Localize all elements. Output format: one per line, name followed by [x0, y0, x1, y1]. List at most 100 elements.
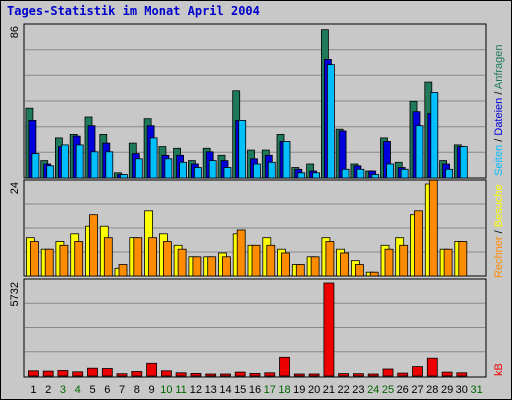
bar-kb-day-18 — [279, 356, 290, 377]
x-tick-label: 31 — [470, 384, 482, 396]
legend-dateien: Dateien — [493, 98, 505, 136]
bar-seiten-day-7 — [120, 174, 128, 179]
chart-title: Tages-Statistik im Monat April 2004 — [7, 4, 260, 18]
x-tick-label: 11 — [175, 384, 186, 396]
bar-seiten-day-27 — [415, 125, 424, 179]
bar-seiten-day-19 — [297, 172, 306, 179]
bar-kb-day-9 — [146, 362, 158, 377]
x-tick-label: 20 — [308, 384, 320, 396]
bar-kb-day-30 — [456, 372, 468, 377]
legend-anfragen: Anfragen — [493, 44, 505, 89]
bar-seiten-day-4 — [75, 144, 84, 179]
bar-seiten-day-2 — [46, 165, 55, 179]
bar-kb-day-27 — [412, 366, 423, 377]
legend-requests: Seiten / Dateien / Anfragen — [493, 44, 505, 176]
bar-kb-day-29 — [441, 371, 453, 377]
x-tick-label: 23 — [352, 384, 364, 396]
bar-seiten-day-18 — [282, 140, 291, 179]
legend-visits: Rechner / Besuche — [493, 184, 505, 278]
bar-seiten-day-20 — [312, 172, 321, 179]
bar-rechner-day-6 — [103, 237, 113, 277]
legend-seiten: Seiten — [493, 145, 505, 176]
bar-kb-day-23 — [352, 373, 364, 377]
x-tick-label: 19 — [293, 384, 305, 396]
x-tick-label: 17 — [264, 384, 276, 396]
bar-seiten-day-11 — [179, 161, 188, 179]
legend-sep-3: / — [493, 227, 505, 236]
bar-rechner-day-2 — [44, 248, 54, 277]
bar-rechner-day-30 — [458, 241, 468, 277]
bar-seiten-day-13 — [208, 160, 217, 179]
bar-kb-day-5 — [87, 367, 98, 377]
bar-seiten-day-17 — [267, 161, 276, 179]
bar-kb-day-4 — [72, 371, 84, 377]
legend-kb: kB — [493, 363, 505, 376]
x-tick-label: 25 — [382, 384, 394, 396]
ymax-label-requests: 86 — [9, 26, 21, 38]
bar-rechner-day-27 — [414, 210, 423, 277]
x-tick-label: 13 — [205, 384, 217, 396]
x-tick-label: 15 — [234, 384, 246, 396]
bar-rechner-day-17 — [266, 244, 276, 277]
x-tick-label: 22 — [337, 384, 349, 396]
bar-seiten-day-3 — [61, 144, 69, 179]
x-tick-label: 14 — [219, 384, 231, 396]
x-tick-label: 30 — [456, 384, 468, 396]
bar-rechner-day-12 — [192, 256, 202, 277]
bar-rechner-day-15 — [236, 229, 246, 277]
x-tick-label: 10 — [160, 384, 172, 396]
x-tick-label: 2 — [45, 384, 51, 396]
bar-kb-day-15 — [234, 371, 246, 377]
bar-kb-day-7 — [116, 373, 128, 377]
bar-rechner-day-14 — [222, 256, 231, 277]
bar-kb-day-16 — [249, 372, 261, 377]
bar-kb-day-24 — [367, 373, 379, 377]
bar-kb-day-12 — [190, 372, 202, 377]
x-tick-label: 12 — [190, 384, 202, 396]
bar-kb-day-3 — [57, 370, 69, 377]
x-tick-label: 3 — [60, 384, 66, 396]
bar-rechner-day-8 — [133, 237, 143, 277]
bar-kb-day-2 — [42, 370, 54, 377]
x-tick-label: 9 — [149, 384, 155, 396]
bar-rechner-day-19 — [295, 264, 305, 277]
bar-rechner-day-1 — [29, 241, 39, 277]
bar-rechner-day-11 — [177, 248, 187, 277]
x-tick-label: 18 — [278, 384, 290, 396]
bar-seiten-day-6 — [105, 151, 114, 179]
legend-text-visits: Rechner / Besuche — [493, 184, 505, 278]
bar-seiten-day-29 — [445, 168, 454, 179]
bar-kb-day-26 — [397, 372, 409, 377]
x-tick-label: 21 — [323, 384, 335, 396]
bar-rechner-day-4 — [74, 241, 84, 277]
bar-kb-day-21 — [323, 282, 335, 377]
x-axis-day-labels: 1 2 3 4 5 6 7 8 9 10 11 12 13 14 15 16 17 18 19 20 21 22 23 24 2… — [30, 384, 482, 396]
legend-kb-text: kB — [493, 363, 505, 376]
bar-seiten-day-28 — [430, 92, 439, 179]
bar-rechner-day-7 — [118, 264, 128, 277]
x-tick-label: 24 — [367, 384, 379, 396]
legend-sep-2: / — [493, 89, 505, 98]
panel-visits: 24 — [9, 179, 487, 277]
bar-rechner-day-5 — [89, 214, 98, 277]
bar-rechner-day-10 — [162, 241, 172, 277]
bar-seiten-day-1 — [31, 153, 40, 179]
bar-seiten-day-9 — [149, 137, 158, 179]
bar-seiten-day-16 — [253, 163, 261, 179]
x-tick-label: 29 — [441, 384, 453, 396]
bar-kb-day-13 — [205, 373, 217, 377]
bar-rechner-day-26 — [399, 244, 409, 277]
bar-kb-day-10 — [160, 370, 172, 377]
bar-seiten-day-15 — [238, 120, 247, 179]
x-tick-label: 4 — [75, 384, 81, 396]
bar-kb-day-28 — [426, 357, 438, 377]
bar-seiten-day-25 — [386, 163, 394, 179]
bar-seiten-day-30 — [459, 146, 468, 179]
bar-rechner-day-18 — [281, 252, 290, 277]
bar-rechner-day-13 — [207, 256, 217, 277]
bar-rechner-day-24 — [369, 271, 379, 277]
bar-kb-day-6 — [101, 368, 113, 377]
x-tick-label: 26 — [397, 384, 409, 396]
bar-seiten-day-10 — [164, 158, 173, 179]
legend-rechner: Rechner — [493, 236, 505, 278]
